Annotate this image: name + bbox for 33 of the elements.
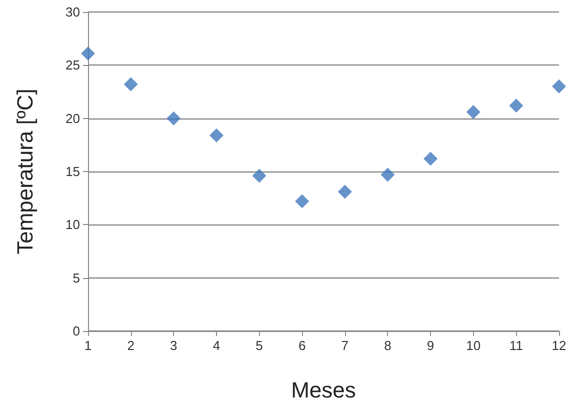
x-tick-label: 10: [466, 338, 481, 353]
point: [295, 194, 310, 208]
y-tick-label: 25: [66, 58, 80, 73]
x-tick-label: 2: [127, 338, 134, 353]
x-tick-label: 4: [212, 338, 220, 353]
x-tick-label: 7: [341, 338, 349, 353]
point: [81, 46, 95, 60]
y-tick-label: 15: [66, 164, 80, 179]
y-tick-label: 10: [66, 217, 80, 232]
y-tick-label: 30: [66, 4, 80, 20]
y-tick-label: 5: [72, 270, 80, 286]
x-tick-label: 1: [84, 338, 92, 353]
point: [338, 184, 352, 199]
x-tick-label: 9: [426, 338, 434, 353]
point: [466, 104, 480, 119]
point: [380, 168, 395, 182]
y-tick-label: 20: [66, 110, 80, 126]
x-tick-label: 6: [298, 338, 306, 353]
x-tick-label: 8: [384, 338, 392, 353]
point: [424, 152, 438, 166]
point: [252, 168, 266, 183]
point: [166, 111, 181, 126]
point: [509, 98, 524, 113]
y-tick-label: 0: [72, 324, 80, 338]
point: [209, 128, 224, 142]
x-tick-label: 11: [509, 338, 523, 353]
x-axis-title: Meses: [291, 378, 356, 402]
y-axis-title: Temperatura [ºC]: [12, 88, 38, 254]
x-tick-label: 12: [552, 338, 566, 353]
x-tick-label: 3: [170, 338, 178, 353]
point: [124, 77, 138, 92]
x-tick-label: 5: [256, 338, 263, 353]
point: [552, 79, 566, 94]
